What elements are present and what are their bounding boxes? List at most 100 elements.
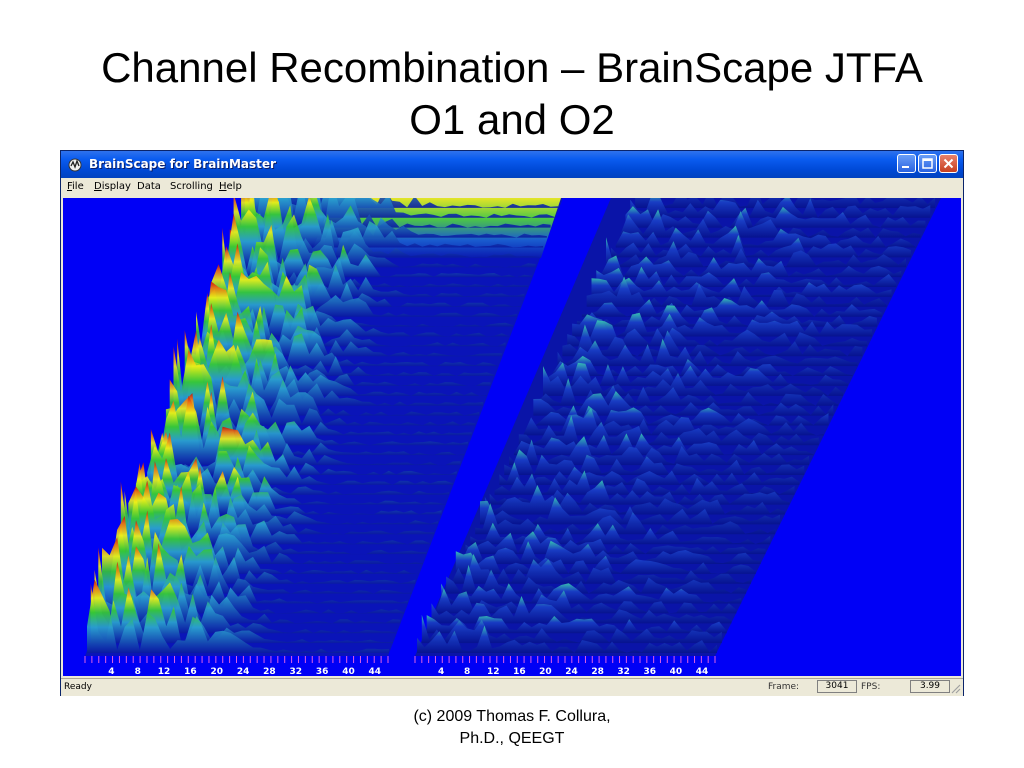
axis-tick-label: 12 xyxy=(158,667,171,676)
maximize-icon xyxy=(922,158,933,169)
frame-value: 3041 xyxy=(817,680,857,693)
maximize-button[interactable] xyxy=(918,154,937,173)
axis-tick-label: 32 xyxy=(617,667,630,676)
spectrum-row xyxy=(241,198,544,248)
spectrum-row xyxy=(523,407,824,436)
spectrum-row xyxy=(90,583,393,644)
slide-title: Channel Recombination – BrainScape JTFA … xyxy=(0,42,1024,146)
axis-tick-label: 28 xyxy=(263,667,276,676)
menubar: File Display Data Scrolling Help xyxy=(61,178,963,196)
spectrum-row xyxy=(557,338,858,367)
spectrum-row xyxy=(576,305,877,327)
axis-tick-label: 4 xyxy=(108,667,114,676)
spectrum-row xyxy=(441,583,742,604)
spectrum-row xyxy=(547,362,848,386)
spectrum-row xyxy=(455,551,756,574)
spectrum-row xyxy=(94,561,397,634)
spectrum-row xyxy=(222,227,525,297)
spectrum-row xyxy=(150,429,453,485)
menu-help[interactable]: Help xyxy=(219,181,242,192)
spectrum-row xyxy=(601,255,902,278)
spectrum-row xyxy=(113,520,416,584)
window-title: BrainScape for BrainMaster xyxy=(89,157,276,171)
spectrum-row xyxy=(87,579,389,653)
axis-tick-label: 36 xyxy=(644,667,657,676)
axis-tick-label: 4 xyxy=(438,667,444,676)
status-ready: Ready xyxy=(64,682,92,692)
axis-tick-label: 40 xyxy=(670,667,683,676)
spectrum-row xyxy=(586,276,887,307)
axis-tick-label: 32 xyxy=(290,667,303,676)
brainscape-window: BrainScape for BrainMaster File Display … xyxy=(60,150,964,696)
spectrum-row xyxy=(188,324,491,386)
spectrum-row xyxy=(567,320,868,347)
spectrum-row xyxy=(480,497,781,525)
spectrum-row xyxy=(450,553,751,584)
spectrum-row xyxy=(610,234,911,258)
axis-tick-label: 24 xyxy=(565,667,578,676)
spectrum-row xyxy=(426,615,727,634)
spectrum-row xyxy=(244,198,547,238)
spectrum-row xyxy=(180,330,483,406)
minimize-icon xyxy=(902,166,909,168)
spectrum-row xyxy=(494,470,795,495)
axis-tick-label: 12 xyxy=(487,667,500,676)
fps-value: 3.99 xyxy=(910,680,950,693)
spectrum-row xyxy=(158,395,461,466)
credit-line2: Ph.D., QEEGT xyxy=(459,730,565,747)
spectrum-row xyxy=(620,209,921,238)
spectrum-row xyxy=(102,537,405,614)
axis-tick-label: 20 xyxy=(539,667,552,676)
axis-tick-label: 24 xyxy=(237,667,250,676)
close-button[interactable] xyxy=(939,154,958,173)
spectrum-row xyxy=(581,298,882,317)
axis-tick-label: 40 xyxy=(342,667,355,676)
minimize-button[interactable] xyxy=(897,154,916,173)
resize-grip-icon[interactable] xyxy=(949,682,961,694)
axis-tick-label: 20 xyxy=(210,667,223,676)
menu-data[interactable]: Data xyxy=(137,181,161,192)
axis-tick-label: 44 xyxy=(696,667,709,676)
slide-credit: (c) 2009 Thomas F. Collura, Ph.D., QEEGT xyxy=(0,706,1024,750)
window-titlebar[interactable]: BrainScape for BrainMaster xyxy=(61,151,963,178)
spectrum-row xyxy=(465,531,766,555)
spectrum-row xyxy=(436,588,737,614)
axis-tick-label: 28 xyxy=(591,667,604,676)
statusbar: Ready Frame: 3041 FPS: 3.99 xyxy=(61,678,963,696)
frame-label: Frame: xyxy=(768,682,800,692)
axis-tick-label: 16 xyxy=(184,667,197,676)
slide-title-line2: O1 and O2 xyxy=(409,96,615,143)
spectrum-row xyxy=(606,237,907,268)
spectrum-row xyxy=(431,596,732,624)
spectrum-row xyxy=(504,449,805,475)
spectrum-row xyxy=(199,292,502,357)
axis-tick-label: 8 xyxy=(135,667,141,676)
spectrum-row xyxy=(635,198,936,208)
menu-display[interactable]: Display xyxy=(94,181,131,192)
spectrum-row xyxy=(591,277,892,297)
o1-frequency-axis: 4 8 12 16 20 24 28 32 36 40 44 xyxy=(84,656,389,676)
spectrum-view[interactable]: 4 8 12 16 20 24 28 32 36 40 44 4 8 12 16 20 24 28 32 36 40 4… xyxy=(63,198,961,676)
spectrum-row xyxy=(533,391,834,416)
fps-label: FPS: xyxy=(861,682,881,692)
credit-line1: (c) 2009 Thomas F. Collura, xyxy=(413,708,611,725)
o2-peaks xyxy=(417,198,936,653)
spectrum-row xyxy=(207,272,510,337)
o2-frequency-axis: 4 8 12 16 20 24 28 32 36 40 44 xyxy=(414,656,716,676)
spectrum-row xyxy=(509,436,810,466)
o1-peaks xyxy=(87,198,559,653)
spectrum-row xyxy=(417,625,717,653)
spectrum-row xyxy=(630,198,931,218)
spectrum-row xyxy=(460,540,761,564)
axis-tick-label: 44 xyxy=(369,667,382,676)
spectrum-row xyxy=(470,522,771,545)
close-icon xyxy=(943,158,954,169)
slide-title-line1: Channel Recombination – BrainScape JTFA xyxy=(101,44,923,91)
spectrum-row xyxy=(528,405,829,426)
menu-scrolling[interactable]: Scrolling xyxy=(170,181,213,192)
axis-tick-label: 36 xyxy=(316,667,329,676)
spectrum-row xyxy=(421,614,722,644)
spectrum-row xyxy=(572,312,873,337)
axis-tick-label: 16 xyxy=(513,667,526,676)
menu-file[interactable]: File xyxy=(67,181,84,192)
